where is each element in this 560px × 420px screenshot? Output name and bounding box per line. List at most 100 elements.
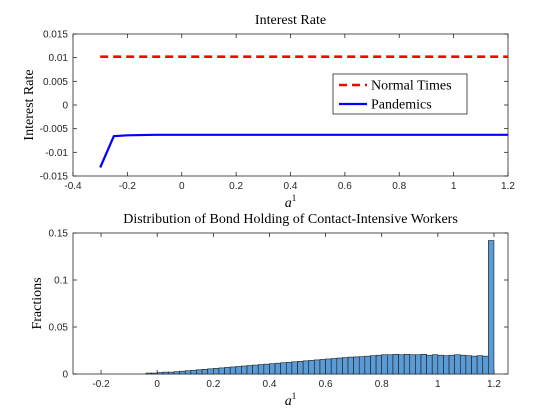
x-tick-label: 0: [179, 181, 185, 192]
x-tick-label: 0.2: [229, 181, 243, 192]
x-axis-label-superscript: 1: [292, 193, 297, 203]
histogram-bar: [319, 359, 326, 375]
histogram-bar: [358, 356, 366, 375]
x-tick-label: 1.2: [501, 181, 515, 192]
y-tick-label: -0.015: [40, 172, 69, 183]
x-tick-label: 1: [451, 181, 457, 192]
x-tick-label: 1.2: [487, 379, 501, 390]
y-tick-label: 0: [62, 101, 68, 112]
x-axis-label-2: a1: [285, 391, 297, 409]
histogram-bar: [229, 366, 237, 375]
y-axis-label-2: Fractions: [30, 277, 45, 329]
x-tick-label: 0.4: [262, 379, 276, 390]
y-tick-label: 0.15: [49, 229, 69, 240]
histogram-bar: [482, 355, 489, 375]
legend-label-normal-times: Normal Times: [371, 79, 452, 94]
y-tick-label: 0.05: [49, 323, 69, 334]
histogram-bar: [448, 354, 455, 375]
histogram-bar: [325, 358, 332, 375]
x-axis-label-text: a: [285, 196, 292, 211]
x-tick-label: 0: [154, 379, 160, 390]
x-tick-label: 0.2: [206, 379, 220, 390]
histogram-bar: [409, 354, 416, 375]
histogram-bar: [291, 361, 298, 375]
histogram-bar: [330, 358, 338, 375]
histogram-bar: [179, 370, 186, 375]
histogram-bar: [471, 355, 478, 375]
x-tick-label: -0.4: [64, 181, 82, 192]
histogram-bar: [392, 353, 399, 375]
histogram-bar: [173, 371, 180, 375]
histogram-bar: [201, 368, 209, 375]
histogram-bar: [314, 359, 321, 375]
histogram-bar: [336, 357, 343, 375]
x-tick-label: -0.2: [92, 379, 110, 390]
histogram-bar: [257, 364, 265, 375]
histogram-bar: [454, 354, 461, 375]
x-tick-label: -0.2: [119, 181, 137, 192]
x-axis-label-superscript: 1: [292, 391, 297, 401]
y-tick-label: -0.005: [40, 124, 69, 135]
histogram-bar: [353, 356, 360, 375]
y-tick-label: 0.015: [43, 30, 68, 41]
histogram-bar: [196, 369, 203, 375]
x-tick-label: 0.4: [284, 181, 298, 192]
legend-box: [332, 73, 468, 115]
histogram-bar: [241, 365, 248, 375]
histogram-bar: [347, 356, 354, 375]
histogram-bar: [269, 363, 276, 375]
histogram-bar: [437, 354, 444, 375]
histogram-bar: [145, 372, 152, 375]
histogram-bar: [459, 354, 467, 375]
x-tick-label: 0.6: [319, 379, 333, 390]
y-tick-label: 0.01: [49, 53, 69, 64]
histogram-bar: [302, 360, 310, 375]
histogram-bar: [387, 354, 394, 375]
histogram-bar: [218, 367, 225, 375]
histogram-bar: [246, 365, 253, 375]
histogram-bar: [443, 355, 450, 375]
histogram-bar: [168, 371, 175, 375]
histogram-bar: [263, 363, 270, 375]
histogram-bar: [381, 354, 388, 375]
histogram-bar: [156, 372, 164, 375]
histogram-bar: [274, 362, 281, 375]
histogram-bar: [465, 355, 472, 375]
y-axis-label-1: Interest Rate: [22, 69, 37, 140]
y-tick-label: 0: [62, 370, 68, 381]
histogram-bar: [488, 240, 495, 375]
histogram-bar: [207, 368, 214, 375]
y-tick-label: -0.01: [45, 148, 68, 159]
y-tick-label: 0.005: [43, 77, 68, 88]
x-axis-label-text: a: [285, 394, 292, 409]
histogram-bar: [224, 367, 231, 375]
histogram-bar: [285, 361, 293, 375]
histogram-bar: [370, 355, 377, 375]
histogram-bar: [415, 354, 422, 375]
histogram-bar: [403, 353, 411, 375]
x-tick-label: 0.6: [338, 181, 352, 192]
histogram-bar: [420, 353, 427, 375]
histogram-bar: [184, 370, 192, 375]
y-tick-label: 0.1: [54, 276, 68, 287]
histogram-bar: [213, 368, 220, 375]
histogram-bar: [280, 362, 287, 375]
axes-box-2: [72, 232, 509, 375]
x-tick-label: 1: [435, 379, 441, 390]
histogram-bar: [297, 361, 304, 375]
x-tick-label: 0.8: [392, 181, 406, 192]
legend-label-pandemics: Pandemics: [371, 98, 432, 113]
histogram-bar: [398, 354, 405, 375]
histogram-bar: [342, 357, 349, 375]
histogram-bar: [426, 354, 433, 375]
histogram-bar: [431, 354, 439, 375]
histogram-bar: [364, 355, 371, 375]
chart-title-1: Interest Rate: [255, 13, 326, 28]
x-axis-label-1: a1: [285, 193, 297, 211]
histogram-bar: [308, 360, 315, 375]
histogram-bar: [162, 371, 169, 375]
histogram-bar: [151, 372, 158, 375]
histogram-bar: [476, 355, 484, 375]
